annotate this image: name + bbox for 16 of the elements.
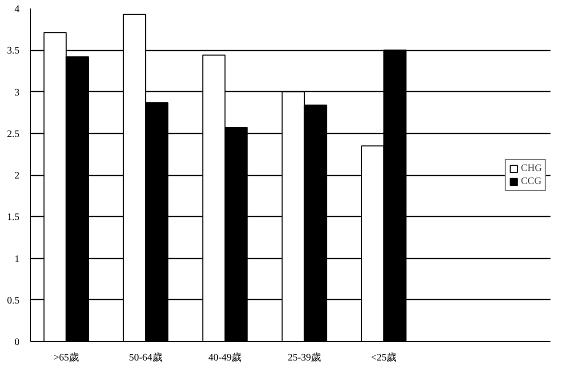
y-tick-label: 2.5 xyxy=(7,128,20,140)
legend-label: CCG xyxy=(520,176,542,186)
y-tick-label: 0 xyxy=(14,337,20,348)
x-tick-label: 40-49歲 xyxy=(208,352,242,364)
x-tick-label: 50-64歲 xyxy=(128,352,162,364)
y-tick-label: 3 xyxy=(14,87,20,98)
legend-label: CHG xyxy=(520,162,542,174)
y-tick-label: 1.5 xyxy=(7,212,20,224)
x-tick-label: 25-39歲 xyxy=(288,352,322,364)
y-tick-label: 3.5 xyxy=(7,46,20,57)
y-tick-label: 0.5 xyxy=(7,295,20,306)
y-tick-label: 2 xyxy=(14,170,20,182)
y-tick-label: 4 xyxy=(14,4,20,15)
x-tick-label: >65歲 xyxy=(53,352,80,364)
x-tick-label: <25歲 xyxy=(370,352,397,364)
y-tick-label: 1 xyxy=(14,254,20,265)
